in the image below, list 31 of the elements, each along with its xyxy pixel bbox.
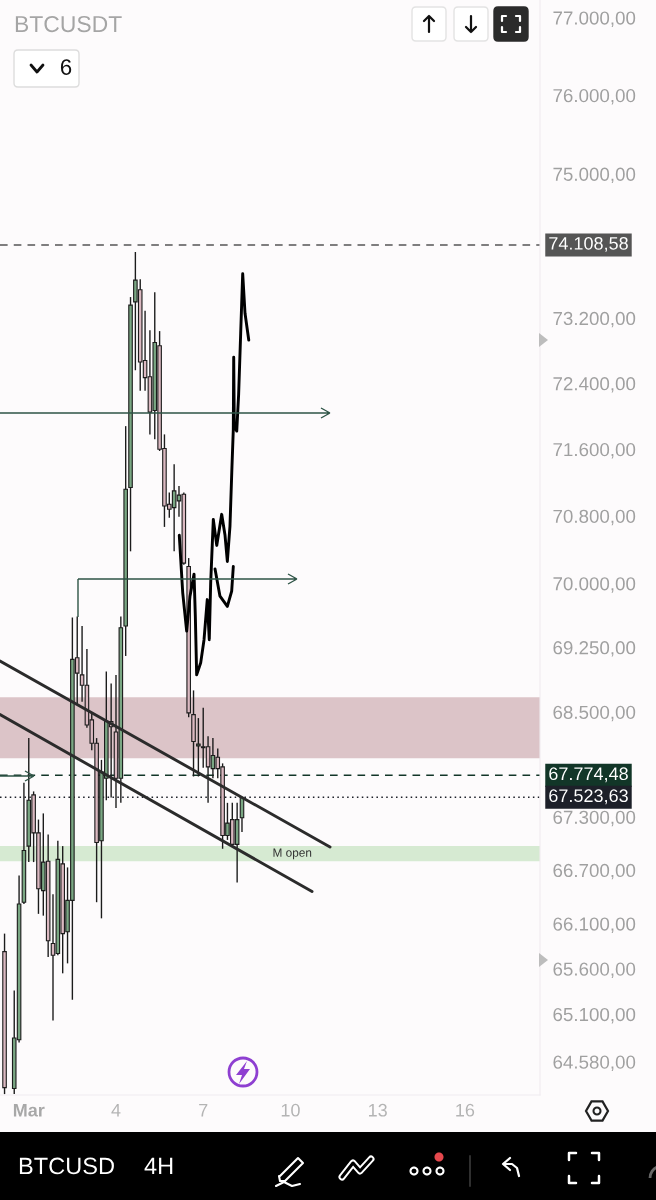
y-tick-label: 65.100,00: [553, 1007, 636, 1024]
y-tick-label: 70.800,00: [553, 509, 636, 526]
y-tick-label: 71.600,00: [553, 443, 636, 459]
y-tick-label: 70.000,00: [553, 577, 636, 593]
x-tick-label: 13: [369, 1103, 387, 1117]
ref-line-label: 74.108,58: [549, 236, 628, 252]
y-tick-label: 75.000,00: [553, 167, 636, 184]
y-tick-label: 66.100,00: [553, 917, 636, 933]
text: 4H: [144, 1157, 173, 1175]
x-tick-label: 7: [199, 1104, 208, 1117]
x-tick-label: 10: [281, 1103, 300, 1117]
y-tick-label: 64.580,00: [553, 1055, 636, 1072]
band-label: M open: [273, 848, 312, 860]
y-tick-label: 65.600,00: [553, 962, 636, 978]
candlestick: [171, 463, 177, 553]
x-tick-label: Mar: [13, 1104, 45, 1117]
ref-line-label: 67.523,63: [549, 789, 628, 805]
y-tick-label: 66.700,00: [553, 863, 636, 880]
y-tick-label: 77.000,00: [553, 11, 636, 27]
text: BTCUSDT: [15, 15, 122, 33]
text: BTCUSD: [19, 1157, 114, 1175]
x-tick-label: 4: [111, 1104, 121, 1117]
y-tick-label: 76.000,00: [553, 89, 636, 105]
y-tick-label: 72.400,00: [553, 377, 636, 393]
y-tick-label: 67.300,00: [553, 810, 636, 827]
y-tick-label: 69.250,00: [553, 641, 636, 657]
annotation: 6: [60, 59, 72, 75]
ref-line-label: 67.774,48: [549, 767, 628, 783]
y-tick-label: 73.200,00: [553, 311, 636, 328]
x-tick-label: 16: [456, 1103, 475, 1117]
y-tick-label: 68.500,00: [553, 705, 636, 722]
